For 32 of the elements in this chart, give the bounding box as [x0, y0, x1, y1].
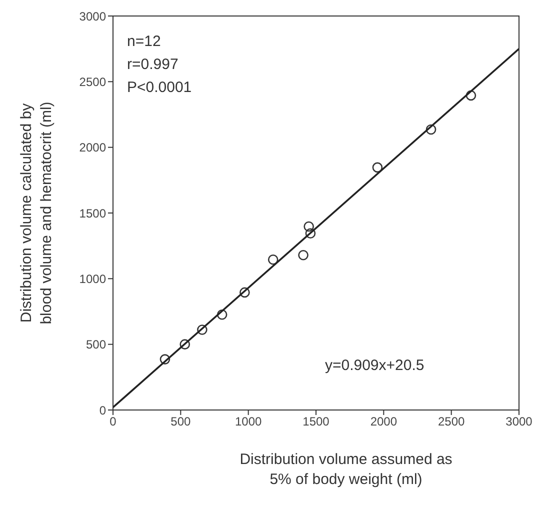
- y-tick-label: 2000: [79, 140, 106, 155]
- annotation: y=0.909x+20.5: [324, 357, 424, 374]
- point: [298, 250, 308, 260]
- x-tick-label: 3000: [506, 414, 533, 429]
- point: [216, 310, 228, 320]
- point: [160, 354, 170, 364]
- x-tick-label: 500: [170, 414, 191, 429]
- x-tick-label: 2500: [438, 414, 466, 429]
- point: [466, 90, 476, 101]
- y-tick-label: 500: [86, 338, 106, 352]
- x-tick-label: 2000: [370, 414, 398, 429]
- y-tick-label: 2500: [79, 74, 106, 89]
- annotation: r=0.997: [127, 56, 178, 73]
- point: [240, 287, 250, 298]
- y-tick-label: 3000: [79, 9, 106, 24]
- point: [372, 162, 383, 173]
- x-tick-label: 1000: [234, 414, 262, 429]
- y-tick-label: 1000: [79, 272, 106, 286]
- point: [304, 221, 314, 232]
- point: [268, 254, 278, 265]
- annotation: n=12: [127, 33, 161, 50]
- annotation: P<0.0001: [127, 79, 192, 96]
- y-axis-title: Distribution volume calculated by blood volume and hematocrit (ml): [18, 102, 55, 324]
- y-tick-label: 0: [99, 403, 106, 418]
- x-tick-label: 0: [110, 414, 117, 429]
- x-tick-label: 1500: [302, 414, 330, 429]
- x-axis-title: Distribution volume assumed as 5% of body weight (ml): [240, 451, 452, 488]
- point: [305, 228, 316, 239]
- point: [180, 339, 190, 350]
- y-tick-label: 1500: [79, 206, 106, 220]
- point: [197, 324, 208, 335]
- point: [426, 124, 436, 135]
